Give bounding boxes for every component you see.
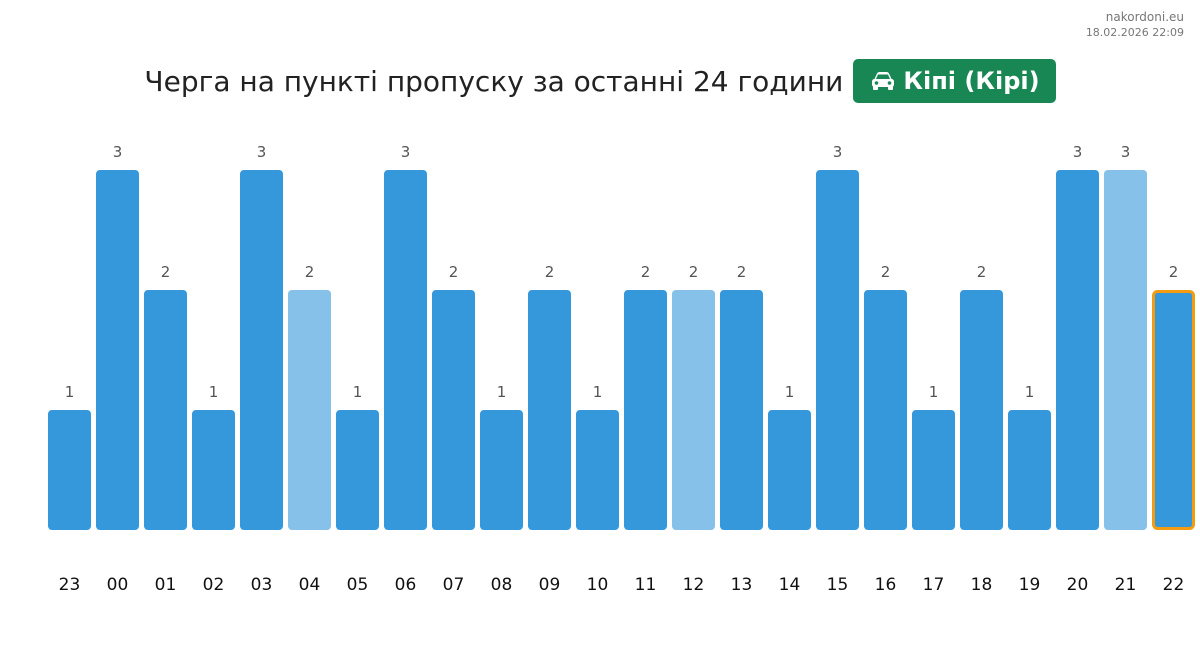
bar-22 — [1152, 290, 1195, 530]
bar-21 — [1104, 170, 1147, 530]
value-label-10: 1 — [593, 383, 603, 401]
bar-11 — [624, 290, 667, 530]
value-label-12: 2 — [689, 263, 699, 281]
x-tick-label-23: 23 — [59, 575, 81, 595]
x-tick-label-14: 14 — [779, 575, 801, 595]
value-label-01: 2 — [161, 263, 171, 281]
bar-15 — [816, 170, 859, 530]
bar-16 — [864, 290, 907, 530]
value-label-02: 1 — [209, 383, 219, 401]
x-tick-label-11: 11 — [635, 575, 657, 595]
bar-07 — [432, 290, 475, 530]
x-tick-label-15: 15 — [827, 575, 849, 595]
x-tick-label-07: 07 — [443, 575, 465, 595]
x-tick-label-05: 05 — [347, 575, 369, 595]
value-label-18: 2 — [977, 263, 987, 281]
value-label-11: 2 — [641, 263, 651, 281]
x-tick-label-08: 08 — [491, 575, 513, 595]
value-label-07: 2 — [449, 263, 459, 281]
bar-12 — [672, 290, 715, 530]
value-label-23: 1 — [65, 383, 75, 401]
bar-02 — [192, 410, 235, 530]
x-tick-label-09: 09 — [539, 575, 561, 595]
bar-09 — [528, 290, 571, 530]
bar-06 — [384, 170, 427, 530]
value-label-05: 1 — [353, 383, 363, 401]
x-tick-label-19: 19 — [1019, 575, 1041, 595]
checkpoint-name: Кіпі (Кірі) — [903, 67, 1040, 95]
x-tick-label-12: 12 — [683, 575, 705, 595]
x-tick-label-13: 13 — [731, 575, 753, 595]
car-icon — [872, 72, 895, 90]
bar-08 — [480, 410, 523, 530]
x-tick-label-04: 04 — [299, 575, 321, 595]
chart-title: Черга на пункті пропуску за останні 24 г… — [144, 64, 844, 98]
value-label-15: 3 — [833, 143, 843, 161]
value-label-20: 3 — [1073, 143, 1083, 161]
x-tick-label-06: 06 — [395, 575, 417, 595]
value-label-08: 1 — [497, 383, 507, 401]
x-tick-label-00: 00 — [107, 575, 129, 595]
x-tick-label-01: 01 — [155, 575, 177, 595]
value-label-19: 1 — [1025, 383, 1035, 401]
bar-13 — [720, 290, 763, 530]
watermark: nakordoni.eu 18.02.2026 22:09 — [1086, 9, 1184, 41]
site-name: nakordoni.eu — [1105, 10, 1184, 24]
checkpoint-badge: Кіпі (Кірі) — [853, 59, 1056, 103]
x-tick-label-20: 20 — [1067, 575, 1089, 595]
x-tick-label-16: 16 — [875, 575, 897, 595]
bar-14 — [768, 410, 811, 530]
x-tick-label-02: 02 — [203, 575, 225, 595]
value-label-16: 2 — [881, 263, 891, 281]
x-tick-label-03: 03 — [251, 575, 273, 595]
value-label-21: 3 — [1121, 143, 1131, 161]
bar-05 — [336, 410, 379, 530]
bar-18 — [960, 290, 1003, 530]
value-label-06: 3 — [401, 143, 411, 161]
bar-17 — [912, 410, 955, 530]
bar-20 — [1056, 170, 1099, 530]
x-tick-label-22: 22 — [1163, 575, 1185, 595]
x-tick-label-21: 21 — [1115, 575, 1137, 595]
bar-01 — [144, 290, 187, 530]
timestamp: 18.02.2026 22:09 — [1085, 26, 1184, 39]
x-tick-label-18: 18 — [971, 575, 993, 595]
bar-03 — [240, 170, 283, 530]
value-label-03: 3 — [257, 143, 267, 161]
bar-10 — [576, 410, 619, 530]
value-label-13: 2 — [737, 263, 747, 281]
bar-04 — [288, 290, 331, 530]
bar-00 — [96, 170, 139, 530]
x-tick-label-17: 17 — [923, 575, 945, 595]
value-label-14: 1 — [785, 383, 795, 401]
value-label-00: 3 — [113, 143, 123, 161]
bar-19 — [1008, 410, 1051, 530]
value-label-17: 1 — [929, 383, 939, 401]
chart-header: Черга на пункті пропуску за останні 24 г… — [0, 59, 1200, 103]
x-tick-label-10: 10 — [587, 575, 609, 595]
bar-23 — [48, 410, 91, 530]
value-label-09: 2 — [545, 263, 555, 281]
value-label-22: 2 — [1169, 263, 1179, 281]
value-label-04: 2 — [305, 263, 315, 281]
